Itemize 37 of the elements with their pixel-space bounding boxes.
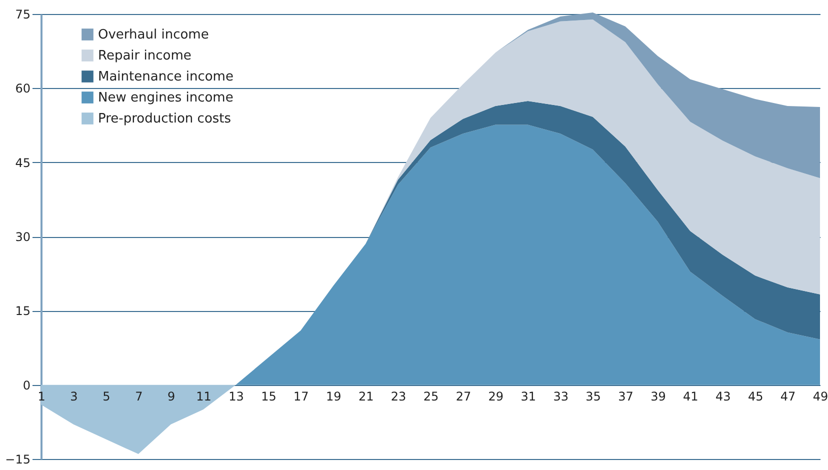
x-tick-label: 43: [715, 389, 731, 404]
y-tick-label: 45: [15, 156, 30, 170]
x-tick-label: 47: [780, 389, 796, 404]
x-tick-label: 45: [748, 389, 764, 404]
legend-label: Overhaul income: [98, 28, 209, 42]
legend-label: Maintenance income: [98, 70, 234, 84]
x-tick-label: 1: [38, 389, 46, 404]
y-tick-label: 75: [15, 8, 30, 22]
x-tick-label: 15: [261, 389, 276, 404]
x-tick-label: 25: [423, 389, 439, 404]
x-tick-label: 23: [390, 389, 406, 404]
legend-label: Pre-production costs: [98, 112, 232, 126]
y-tick-label: 30: [15, 230, 30, 244]
x-tick-label: 21: [358, 389, 374, 404]
legend-label: New engines income: [98, 90, 234, 106]
x-tick-label: 39: [650, 389, 666, 404]
x-tick-label: 13: [228, 389, 244, 404]
x-tick-label: 31: [520, 389, 536, 404]
x-tick-label: 33: [553, 389, 568, 404]
x-tick-label: 41: [683, 389, 698, 404]
x-tick-label: 49: [812, 389, 828, 404]
legend-label: Repair income: [98, 48, 192, 64]
x-tick-label: 5: [102, 389, 110, 404]
x-tick-label: 19: [326, 389, 342, 404]
x-tick-label: 7: [135, 389, 143, 404]
x-tick-label: 37: [618, 389, 634, 404]
x-tick-label: 27: [456, 389, 472, 404]
y-tick-label: 0: [22, 378, 30, 392]
x-tick-label: 29: [488, 389, 504, 404]
x-tick-label: 9: [168, 389, 176, 404]
y-tick-label: 15: [15, 304, 30, 318]
y-tick-label: −15: [5, 452, 30, 466]
x-tick-label: 3: [70, 389, 78, 404]
x-tick-label: 11: [196, 389, 212, 404]
x-tick-label: 17: [294, 389, 309, 404]
x-tick-label: 35: [586, 389, 601, 404]
y-tick-label: 60: [15, 82, 30, 96]
